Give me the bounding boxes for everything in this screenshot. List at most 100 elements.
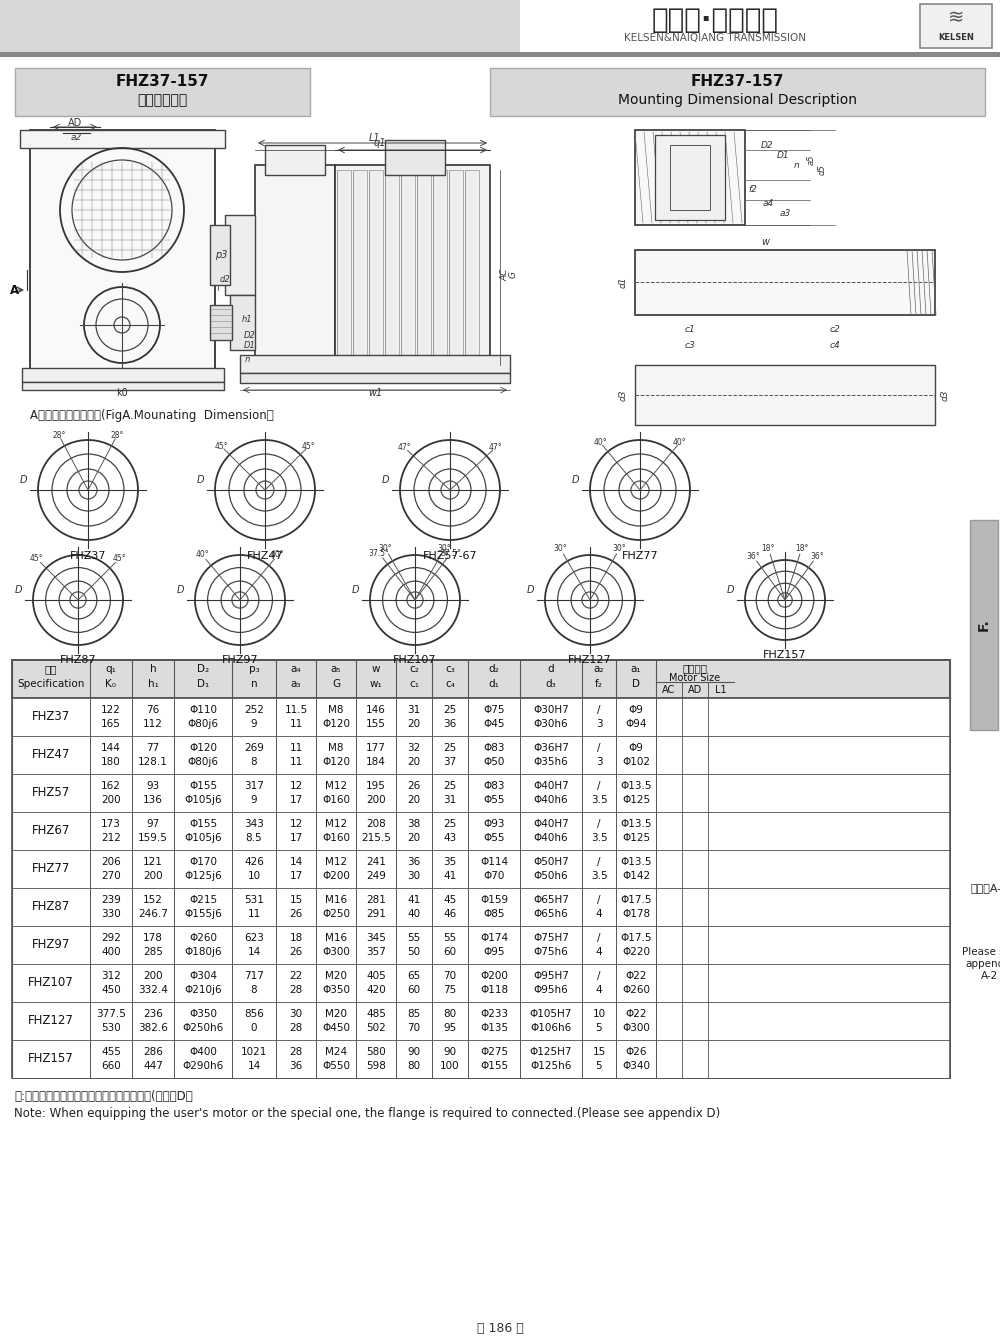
Bar — [12, 698, 950, 735]
Text: n: n — [244, 356, 250, 365]
Text: 195: 195 — [366, 781, 386, 792]
Text: FHZ97: FHZ97 — [222, 655, 258, 666]
Text: Φ125h6: Φ125h6 — [530, 1060, 572, 1071]
Text: Φ30h6: Φ30h6 — [534, 719, 568, 729]
Text: 5: 5 — [596, 1060, 602, 1071]
Text: Φ250: Φ250 — [322, 909, 350, 919]
Bar — [490, 68, 985, 115]
Text: 8.5: 8.5 — [246, 833, 262, 843]
Text: Φ105H7: Φ105H7 — [530, 1009, 572, 1019]
Text: FHZ37: FHZ37 — [32, 710, 70, 723]
Text: 206: 206 — [101, 858, 121, 867]
Text: 162: 162 — [101, 781, 121, 792]
Bar — [385, 170, 399, 360]
Text: Φ340: Φ340 — [622, 1060, 650, 1071]
Text: 291: 291 — [366, 909, 386, 919]
Bar — [22, 368, 224, 382]
Text: D2: D2 — [244, 330, 256, 340]
Text: FHZ127: FHZ127 — [28, 1015, 74, 1028]
Text: /: / — [597, 933, 601, 943]
Text: A向法兰安装结构尺寸(FigA.Mounating  Dimension）: A向法兰安装结构尺寸(FigA.Mounating Dimension） — [30, 408, 274, 421]
Text: /: / — [597, 743, 601, 753]
Text: Φ160: Φ160 — [322, 794, 350, 805]
Text: 377.5: 377.5 — [96, 1009, 126, 1019]
Text: a4: a4 — [762, 199, 774, 208]
Text: w₁: w₁ — [370, 679, 382, 688]
Bar — [635, 365, 935, 425]
Text: w: w — [372, 664, 380, 674]
Text: 38: 38 — [407, 819, 421, 829]
Text: d3: d3 — [618, 389, 628, 401]
Text: D: D — [19, 475, 27, 484]
Text: Φ260: Φ260 — [189, 933, 217, 943]
Text: d3: d3 — [940, 389, 950, 401]
Bar — [12, 964, 950, 1002]
Text: d5: d5 — [818, 165, 826, 176]
Bar — [0, 52, 1000, 56]
Text: 200: 200 — [366, 794, 386, 805]
Text: Φ83: Φ83 — [483, 781, 505, 792]
Bar — [12, 1002, 950, 1040]
Text: FHZ157: FHZ157 — [28, 1052, 74, 1066]
Bar — [12, 888, 950, 926]
Text: ≋: ≋ — [948, 8, 964, 27]
Text: AC: AC — [662, 684, 676, 695]
Text: FHZ107: FHZ107 — [28, 977, 74, 989]
Text: 12: 12 — [289, 781, 303, 792]
Bar — [417, 170, 431, 360]
Text: Φ210j6: Φ210j6 — [184, 985, 222, 994]
Text: K₀: K₀ — [106, 679, 116, 688]
Text: Φ120: Φ120 — [189, 743, 217, 753]
Text: D: D — [571, 475, 579, 484]
Text: 22: 22 — [289, 972, 303, 981]
Text: a3: a3 — [779, 209, 791, 219]
Text: D: D — [632, 679, 640, 688]
Bar — [465, 170, 479, 360]
Text: 9: 9 — [251, 794, 257, 805]
Text: D: D — [526, 585, 534, 595]
Text: 485: 485 — [366, 1009, 386, 1019]
Text: 26: 26 — [407, 781, 421, 792]
Text: 40°: 40° — [195, 550, 209, 560]
Text: KELSEN&NAIQIANG TRANSMISSION: KELSEN&NAIQIANG TRANSMISSION — [624, 34, 806, 43]
Text: 269: 269 — [244, 743, 264, 753]
Text: h1: h1 — [242, 315, 252, 325]
Text: M12: M12 — [325, 781, 347, 792]
Text: Φ125: Φ125 — [622, 794, 650, 805]
Text: /: / — [597, 819, 601, 829]
Text: 159.5: 159.5 — [138, 833, 168, 843]
Text: D1: D1 — [777, 150, 789, 160]
Text: Φ75: Φ75 — [483, 705, 505, 715]
Text: 25: 25 — [443, 781, 457, 792]
Text: Φ159: Φ159 — [480, 895, 508, 905]
Text: Φ125H7: Φ125H7 — [530, 1047, 572, 1057]
Text: Φ65H7: Φ65H7 — [533, 895, 569, 905]
Bar — [240, 373, 510, 382]
Text: 36°: 36° — [810, 552, 824, 561]
Text: 28°: 28° — [52, 431, 66, 440]
Text: 447: 447 — [143, 1060, 163, 1071]
Text: 241: 241 — [366, 858, 386, 867]
Text: 31: 31 — [407, 705, 421, 715]
Text: d1: d1 — [618, 276, 628, 287]
Text: 80: 80 — [407, 1060, 421, 1071]
Bar — [335, 165, 490, 365]
Text: Φ17.5: Φ17.5 — [620, 895, 652, 905]
Text: Φ275: Φ275 — [480, 1047, 508, 1057]
Text: Φ155j6: Φ155j6 — [184, 909, 222, 919]
Bar — [230, 295, 255, 350]
Text: 4: 4 — [596, 985, 602, 994]
Text: 14: 14 — [247, 947, 261, 957]
Text: d₂: d₂ — [489, 664, 499, 674]
Text: c₄: c₄ — [445, 679, 455, 688]
Text: 10: 10 — [247, 871, 261, 880]
Text: 8: 8 — [251, 985, 257, 994]
Text: Φ85: Φ85 — [483, 909, 505, 919]
Text: Φ102: Φ102 — [622, 757, 650, 766]
Text: Φ40H7: Φ40H7 — [533, 819, 569, 829]
Text: 93: 93 — [146, 781, 160, 792]
Text: Φ160: Φ160 — [322, 833, 350, 843]
Text: 3.5: 3.5 — [591, 833, 607, 843]
Text: w1: w1 — [368, 388, 382, 399]
Text: 30°: 30° — [438, 545, 451, 553]
